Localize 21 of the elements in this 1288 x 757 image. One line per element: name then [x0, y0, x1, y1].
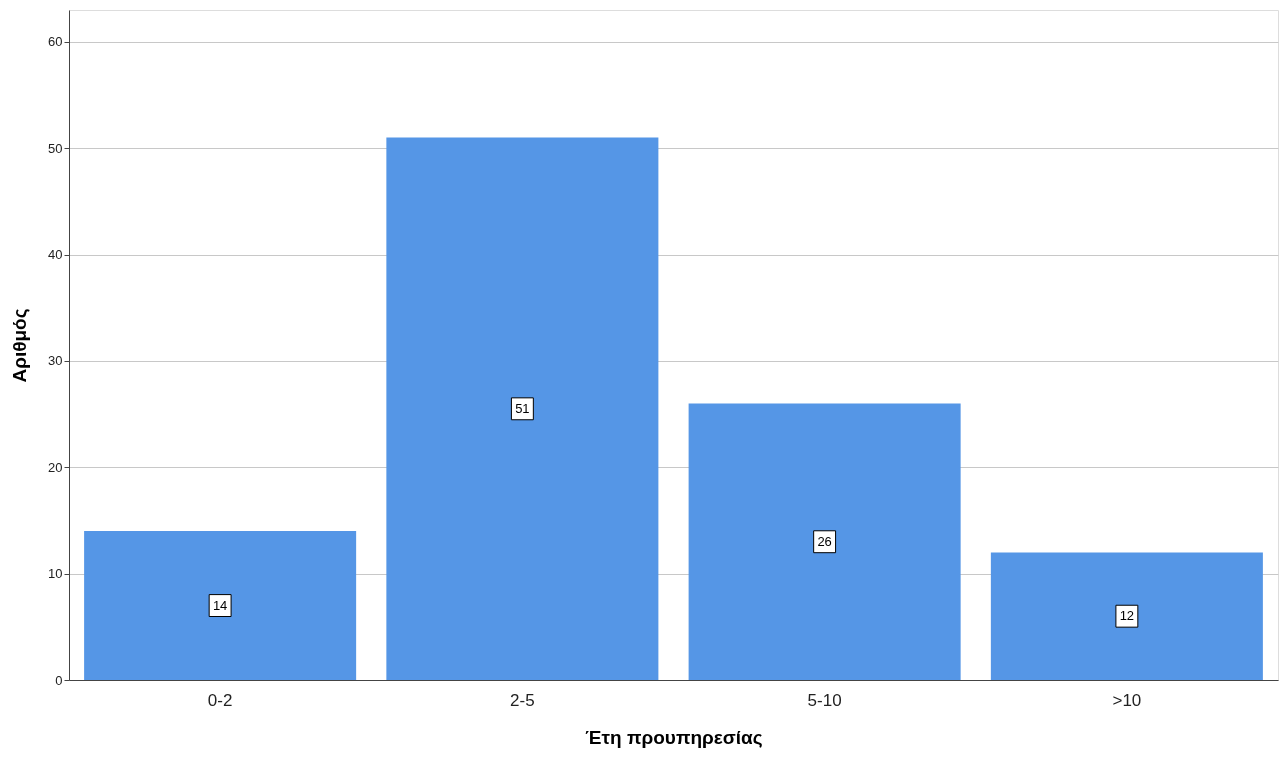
bar — [688, 403, 961, 680]
y-tick-label: 10 — [48, 566, 63, 582]
y-tick-label: 40 — [48, 247, 63, 263]
x-tick-label: 0-2 — [207, 690, 233, 710]
x-tick-label: >10 — [1112, 690, 1142, 710]
bar — [990, 552, 1263, 680]
y-tick-label: 0 — [55, 672, 63, 688]
y-axis-title: Αριθμός — [9, 308, 31, 383]
y-tick-label: 30 — [48, 353, 63, 369]
y-tick-label: 60 — [48, 34, 63, 50]
x-tick-label: 2-5 — [510, 690, 535, 710]
x-axis-title: Έτη προυπηρεσίας — [585, 726, 763, 748]
data-label: 14 — [212, 597, 228, 613]
data-label: 51 — [515, 400, 530, 416]
bar — [386, 137, 659, 680]
data-label: 26 — [817, 533, 832, 549]
data-label: 12 — [1119, 608, 1135, 624]
bar — [84, 531, 357, 680]
y-tick-label: 20 — [48, 459, 63, 475]
x-tick-label: 5-10 — [807, 690, 842, 710]
y-tick-label: 50 — [48, 140, 63, 156]
